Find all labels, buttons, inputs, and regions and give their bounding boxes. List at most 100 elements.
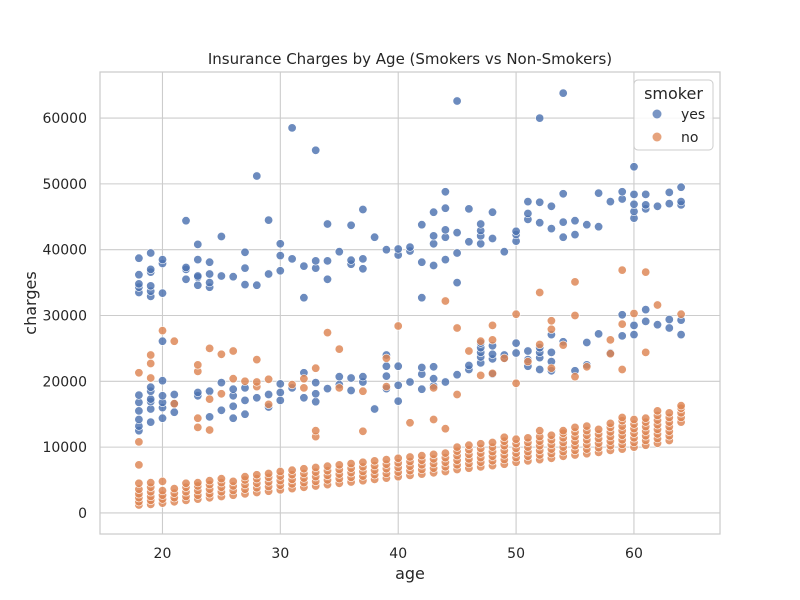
data-point-no [181,478,191,488]
data-point-no [617,364,627,374]
data-point-no [322,328,332,338]
y-tick-label: 30000 [42,309,87,325]
data-point-yes [216,405,226,415]
data-point-yes [629,320,639,330]
data-point-no [546,316,556,326]
data-point-no [676,309,686,319]
data-point-yes [158,376,168,386]
data-point-yes [322,219,332,229]
legend-label-yes: yes [681,107,705,123]
data-point-no [228,346,238,356]
data-point-no [275,466,285,476]
data-point-yes [582,220,592,230]
data-point-yes [558,217,568,227]
data-point-yes [158,413,168,423]
data-point-yes [641,189,651,199]
data-point-no [511,434,521,444]
data-point-yes [405,242,415,252]
data-point-no [169,336,179,346]
data-point-yes [311,397,321,407]
data-point-no [134,368,144,378]
data-point-no [440,296,450,306]
data-point-no [193,478,203,488]
data-point-yes [322,256,332,266]
data-point-no [499,353,509,363]
data-point-no [216,474,226,484]
data-point-yes [452,278,462,288]
data-point-no [476,439,486,449]
data-point-yes [417,362,427,372]
data-point-yes [146,394,156,404]
data-point-yes [487,349,497,359]
data-point-no [417,451,427,461]
data-point-yes [558,232,568,242]
data-point-yes [158,255,168,265]
data-point-yes [346,220,356,230]
data-point-yes [417,384,427,394]
data-point-no [205,394,215,404]
data-point-yes [664,199,674,209]
data-point-yes [440,187,450,197]
data-point-no [358,426,368,436]
data-point-yes [535,364,545,374]
data-point-no [264,374,274,384]
data-point-yes [334,247,344,257]
x-axis-label: age [395,564,425,583]
data-point-yes [523,346,533,356]
data-point-no [570,372,580,382]
data-point-no [629,308,639,318]
data-point-no [582,362,592,372]
data-point-yes [487,234,497,244]
data-point-yes [205,269,215,279]
data-point-no [429,383,439,393]
data-point-yes [582,337,592,347]
data-point-no [535,339,545,349]
data-point-yes [193,255,203,265]
data-point-no [570,277,580,287]
data-point-yes [193,280,203,290]
data-point-no [535,287,545,297]
data-point-yes [240,395,250,405]
data-point-no [476,336,486,346]
data-point-no [440,424,450,434]
data-point-yes [429,374,439,384]
data-point-no [476,370,486,380]
data-point-no [216,389,226,399]
data-point-no [487,368,497,378]
data-point-yes [240,409,250,419]
data-point-yes [440,377,450,387]
data-point-yes [487,207,497,217]
data-point-no [558,426,568,436]
data-point-no [641,267,651,277]
data-point-no [617,265,627,275]
data-point-yes [558,189,568,199]
data-point-no [523,433,533,443]
data-point-yes [452,370,462,380]
data-point-no [570,310,580,320]
data-point-no [464,346,474,356]
data-point-no [617,319,627,329]
data-point-yes [676,197,686,207]
data-point-no [205,343,215,353]
data-point-yes [429,207,439,217]
data-point-yes [275,379,285,389]
data-point-yes [594,188,604,198]
data-point-yes [146,417,156,427]
data-point-no [381,353,391,363]
data-point-no [158,326,168,336]
y-axis-label: charges [21,271,40,334]
x-tick-label: 40 [389,546,407,562]
data-point-yes [264,389,274,399]
data-point-yes [429,260,439,270]
data-point-no [252,377,262,387]
data-point-yes [275,387,285,397]
data-point-yes [193,239,203,249]
data-point-yes [393,361,403,371]
data-point-yes [511,348,521,358]
data-point-yes [146,248,156,258]
data-point-yes [346,255,356,265]
data-point-no [582,421,592,431]
data-point-yes [570,216,580,226]
data-point-yes [228,413,238,423]
data-point-no [240,472,250,482]
